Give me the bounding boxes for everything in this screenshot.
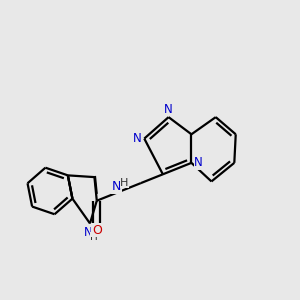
Text: N: N [133, 132, 142, 145]
Text: O: O [92, 224, 102, 237]
Text: N: N [194, 156, 203, 170]
Text: H: H [90, 232, 98, 242]
Text: N: N [84, 226, 93, 238]
Text: N: N [164, 103, 173, 116]
Text: N: N [112, 180, 121, 193]
Text: H: H [120, 178, 129, 188]
